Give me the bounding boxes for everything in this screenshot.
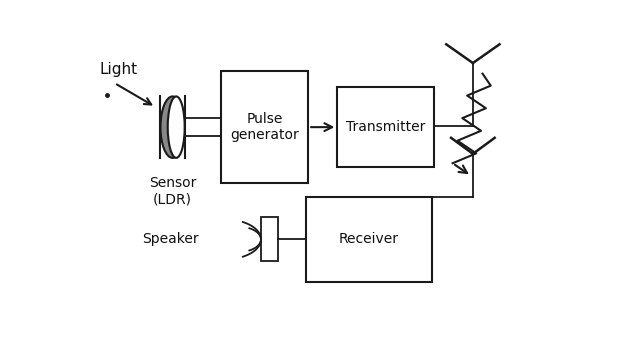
Text: Pulse
generator: Pulse generator [230, 112, 299, 142]
Text: Transmitter: Transmitter [346, 120, 426, 134]
Ellipse shape [161, 96, 185, 158]
Text: Receiver: Receiver [339, 232, 399, 246]
Text: Sensor
(LDR): Sensor (LDR) [149, 176, 196, 206]
Bar [338, 87, 434, 167]
Ellipse shape [168, 96, 185, 158]
Text: Light: Light [100, 62, 138, 77]
Bar [261, 217, 278, 261]
Bar [221, 71, 308, 183]
Text: Speaker: Speaker [142, 232, 199, 246]
Bar [306, 197, 432, 282]
